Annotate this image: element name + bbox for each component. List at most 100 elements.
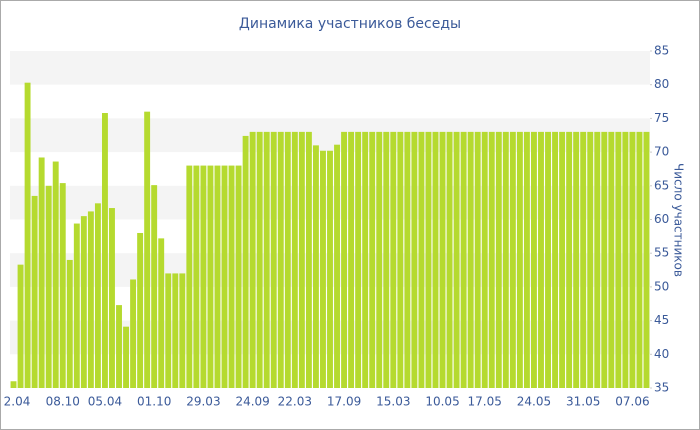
bar	[390, 131, 397, 388]
bar	[59, 183, 66, 388]
bar	[24, 82, 31, 388]
bar	[214, 165, 221, 388]
bar	[179, 273, 186, 388]
bar	[256, 131, 263, 388]
bar	[425, 131, 432, 388]
bar	[52, 161, 59, 388]
bar	[17, 264, 24, 388]
y-tick-label: 40	[654, 347, 669, 361]
x-tick-label: 24.05	[517, 395, 551, 409]
bar	[573, 131, 580, 388]
bar	[355, 131, 362, 388]
bar	[73, 223, 80, 388]
bar	[123, 326, 129, 388]
bar	[460, 131, 467, 388]
bar	[502, 131, 509, 388]
y-tick-label: 75	[654, 111, 669, 125]
bar	[516, 131, 523, 388]
bar	[298, 131, 305, 388]
bar	[481, 131, 488, 388]
x-tick-label: 31.05	[566, 395, 600, 409]
x-tick-label: 07.06	[615, 395, 649, 409]
bar	[137, 232, 144, 388]
bar	[580, 131, 587, 388]
bar	[235, 165, 242, 388]
bar	[643, 131, 650, 388]
bar	[418, 131, 425, 388]
bar	[327, 150, 333, 388]
bar	[277, 131, 284, 388]
y-tick-label: 35	[654, 381, 669, 395]
bar	[495, 131, 502, 388]
y-tick-label: 80	[654, 77, 669, 91]
bar	[101, 113, 108, 389]
bar	[552, 131, 559, 388]
x-tick-label: 2.04	[4, 395, 31, 409]
bar	[242, 135, 249, 388]
bar	[601, 131, 608, 388]
bar	[523, 131, 530, 388]
bar	[305, 131, 312, 388]
y-tick-label: 70	[654, 145, 669, 159]
y-axis-label: Число участников	[672, 163, 686, 277]
bar	[151, 185, 158, 388]
x-tick-label: 08.10	[46, 395, 80, 409]
bar	[474, 131, 481, 388]
x-tick-label: 15.03	[376, 395, 410, 409]
bar	[186, 165, 193, 388]
bar	[446, 131, 453, 388]
bar	[397, 131, 404, 388]
bar	[334, 144, 340, 388]
bar	[622, 131, 629, 388]
bar	[467, 131, 474, 388]
bar	[376, 131, 383, 388]
bar	[116, 305, 122, 388]
bar	[200, 165, 207, 388]
x-tick-label: 22.03	[278, 395, 312, 409]
bar	[45, 185, 52, 388]
bar	[87, 211, 94, 388]
y-tick-label: 65	[654, 178, 669, 192]
bar	[615, 131, 622, 388]
y-tick-label: 85	[654, 44, 669, 58]
bar	[341, 131, 348, 388]
bar	[432, 131, 439, 388]
bar	[559, 131, 566, 388]
bar	[320, 150, 326, 388]
bar	[130, 279, 137, 388]
bar	[538, 131, 544, 388]
x-tick-label: 05.04	[88, 395, 122, 409]
bar	[348, 131, 355, 388]
bar	[629, 131, 636, 388]
bar	[31, 195, 38, 388]
bar	[636, 131, 643, 388]
bar	[531, 131, 537, 388]
bar	[193, 165, 200, 388]
bar	[207, 165, 214, 388]
bar	[453, 131, 460, 388]
bar	[228, 165, 235, 388]
bar	[608, 131, 615, 388]
bar	[439, 131, 446, 388]
bar	[10, 381, 17, 388]
bar	[383, 131, 390, 388]
bar	[109, 208, 115, 388]
bar	[66, 259, 73, 388]
bar	[312, 145, 319, 388]
bar	[270, 131, 277, 388]
x-tick-label: 10.05	[425, 395, 459, 409]
bar	[587, 131, 594, 388]
bar	[291, 131, 298, 388]
bar	[411, 131, 418, 388]
bar	[165, 273, 172, 388]
bar	[284, 131, 291, 388]
bar	[38, 157, 45, 388]
bar	[172, 273, 179, 388]
bar	[369, 131, 376, 388]
bar	[94, 203, 101, 388]
bar	[594, 131, 601, 388]
bar	[144, 111, 151, 388]
chart-title: Динамика участников беседы	[239, 16, 461, 32]
bar	[488, 131, 495, 388]
